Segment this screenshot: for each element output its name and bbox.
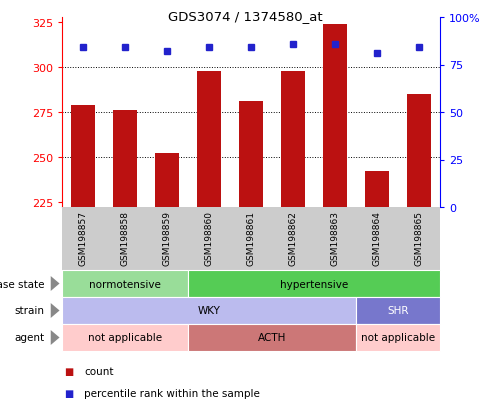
Text: ACTH: ACTH bbox=[258, 333, 286, 343]
Text: GSM198859: GSM198859 bbox=[163, 211, 172, 266]
Text: GSM198857: GSM198857 bbox=[78, 211, 88, 266]
Bar bbox=[408, 95, 431, 207]
Text: disease state: disease state bbox=[0, 279, 45, 289]
Text: GSM198860: GSM198860 bbox=[204, 211, 214, 266]
Text: not applicable: not applicable bbox=[88, 333, 162, 343]
Text: ■: ■ bbox=[65, 388, 74, 398]
Bar bbox=[155, 154, 178, 207]
Text: WKY: WKY bbox=[197, 306, 220, 316]
Text: not applicable: not applicable bbox=[361, 333, 435, 343]
Text: agent: agent bbox=[15, 333, 45, 343]
Bar bbox=[366, 172, 389, 207]
Text: hypertensive: hypertensive bbox=[280, 279, 348, 289]
Text: normotensive: normotensive bbox=[89, 279, 161, 289]
Text: GSM198865: GSM198865 bbox=[415, 211, 423, 266]
Text: percentile rank within the sample: percentile rank within the sample bbox=[84, 388, 260, 398]
Bar bbox=[240, 102, 263, 207]
Text: GDS3074 / 1374580_at: GDS3074 / 1374580_at bbox=[168, 10, 322, 23]
Bar bbox=[281, 71, 305, 207]
Text: GSM198864: GSM198864 bbox=[372, 211, 382, 266]
Bar bbox=[72, 106, 95, 207]
Text: SHR: SHR bbox=[387, 306, 409, 316]
Text: ■: ■ bbox=[65, 366, 74, 376]
Bar bbox=[197, 71, 220, 207]
Text: GSM198858: GSM198858 bbox=[121, 211, 129, 266]
Text: strain: strain bbox=[15, 306, 45, 316]
Text: GSM198863: GSM198863 bbox=[330, 211, 340, 266]
Text: GSM198862: GSM198862 bbox=[289, 211, 297, 266]
Text: count: count bbox=[84, 366, 114, 376]
Text: GSM198861: GSM198861 bbox=[246, 211, 255, 266]
Bar bbox=[114, 111, 137, 207]
Bar bbox=[323, 25, 346, 207]
